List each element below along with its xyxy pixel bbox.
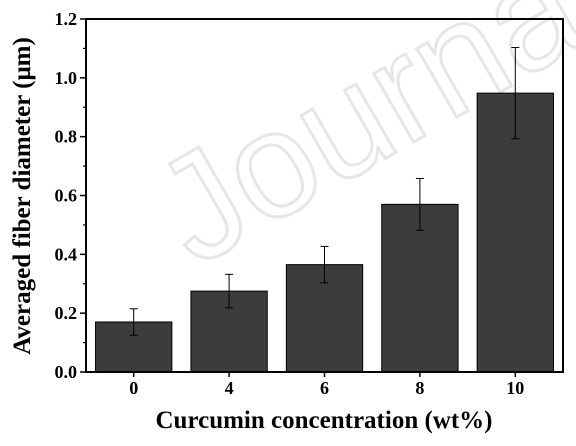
- x-tick-label-4: 4: [225, 378, 234, 398]
- x-axis-title: Curcumin concentration (wt%): [156, 407, 493, 434]
- x-tick-label-8: 8: [415, 378, 424, 398]
- y-axis: 0.0 0.2 0.4 0.6 0.8 1.0 1.2: [55, 9, 86, 382]
- error-bar-0: [129, 308, 138, 336]
- y-tick-label-1.2: 1.2: [55, 9, 78, 29]
- bar-8: [381, 203, 459, 373]
- error-bar-4: [225, 273, 234, 309]
- y-tick-label-0.2: 0.2: [55, 303, 78, 323]
- y-tick-label-0.6: 0.6: [55, 186, 78, 206]
- y-tick-label-0.4: 0.4: [55, 244, 78, 264]
- y-tick-label-0.0: 0.0: [55, 362, 78, 382]
- error-bars-group: [129, 47, 520, 336]
- error-bar-6: [320, 245, 329, 284]
- error-bar-10: [511, 47, 520, 140]
- error-bar-8: [415, 177, 424, 231]
- y-tick-label-0.8: 0.8: [55, 127, 78, 147]
- y-tick-label-1.0: 1.0: [55, 68, 78, 88]
- y-axis-title: Averaged fiber diameter (μm): [9, 37, 36, 355]
- bars-group: [95, 92, 554, 373]
- x-tick-label-6: 6: [320, 378, 329, 398]
- x-axis: 0 4 6 8 10: [129, 372, 524, 398]
- x-tick-label-0: 0: [129, 378, 138, 398]
- x-tick-label-10: 10: [506, 378, 524, 398]
